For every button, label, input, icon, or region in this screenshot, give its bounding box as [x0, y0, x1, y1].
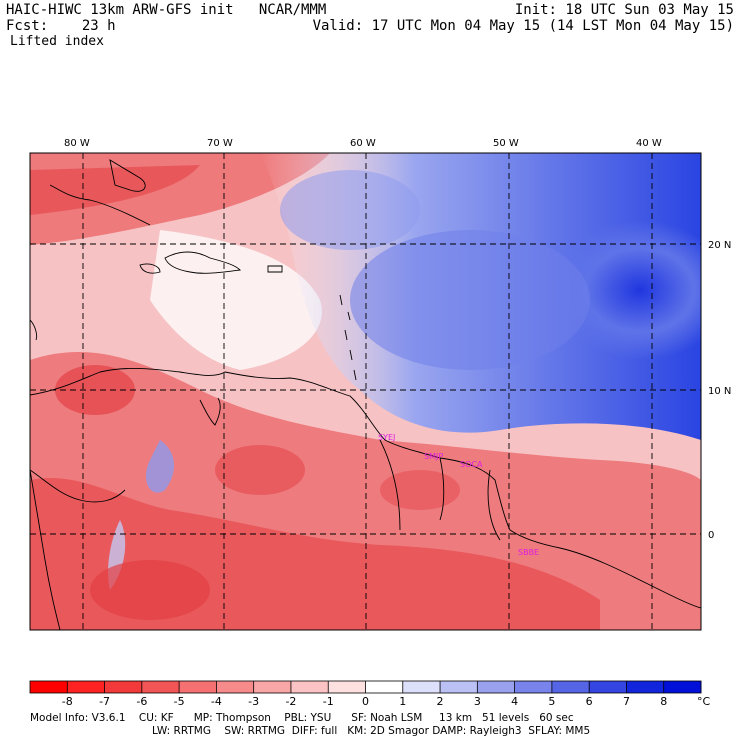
colorbar-tick-label: -7	[99, 695, 110, 708]
lon-label-60w: 60 W	[350, 138, 376, 149]
lat-label-0: 0	[708, 530, 714, 541]
lat-label-10n: 10 N	[708, 386, 731, 397]
station-label-sbbe: SBBE	[518, 548, 539, 557]
colorbar-swatch	[67, 681, 106, 693]
colorbar-tick-label: 4	[511, 695, 518, 708]
colorbar-unit: °C	[697, 695, 711, 708]
colorbar-tick-label: -1	[323, 695, 334, 708]
colorbar-tick-label: 3	[474, 695, 481, 708]
lon-label-70w: 70 W	[207, 138, 233, 149]
station-label-smjp: SMJP	[424, 452, 443, 461]
colorbar-swatch	[402, 681, 441, 693]
field-name: Lifted index	[10, 34, 104, 49]
colorbar-swatch	[551, 681, 590, 693]
lon-label-40w: 40 W	[636, 138, 662, 149]
colorbar-tick-label: 5	[548, 695, 555, 708]
colorbar-swatch	[440, 681, 478, 693]
colorbar-tick-label: 7	[623, 695, 630, 708]
colorbar-swatch	[30, 681, 68, 693]
colorbar-tick-label: -8	[62, 695, 73, 708]
colorbar-swatch	[663, 681, 702, 693]
colorbar-tick-label: 8	[660, 695, 667, 708]
colorbar-swatch	[328, 681, 366, 693]
coastlines	[30, 159, 701, 630]
colorbar-swatch	[290, 681, 329, 693]
colorbar-swatch	[253, 681, 292, 693]
colorbar-swatch	[365, 681, 404, 693]
init-time: Init: 18 UTC Sun 03 May 15	[514, 2, 734, 18]
colorbar-tick-label: 6	[586, 695, 593, 708]
lon-label-80w: 80 W	[64, 138, 90, 149]
colorbar-swatch	[626, 681, 665, 693]
physics-info-line: LW: RRTMG SW: RRTMG DIFF: full KM: 2D Sm…	[152, 725, 591, 737]
colorbar-swatch	[589, 681, 627, 693]
lon-label-50w: 50 W	[493, 138, 519, 149]
colorbar-swatch	[514, 681, 553, 693]
colorbar-tick-label: -6	[136, 695, 147, 708]
colorbar-swatch	[216, 681, 255, 693]
colorbar-swatch	[477, 681, 516, 693]
colorbar-tick-label: -5	[174, 695, 185, 708]
colorbar: -8 -7 -6 -5 -4 -3 -2 -1 0 1 2 3 4 5 6 7 8 °C	[29, 680, 711, 708]
lifted-index-field	[30, 153, 701, 630]
lat-label-20n: 20 N	[708, 240, 731, 251]
colorbar-tick-label: -3	[248, 695, 259, 708]
colorbar-tick-label: 0	[362, 695, 369, 708]
forecast-hour: Fcst: 23 h	[6, 18, 116, 34]
colorbar-swatch	[179, 681, 217, 693]
graticule	[30, 153, 701, 630]
colorbar-tick-label: -4	[211, 695, 222, 708]
valid-time: Valid: 17 UTC Mon 04 May 15 (14 LST Mon …	[312, 18, 734, 34]
model-info-line: Model Info: V3.6.1 CU: KF MP: Thompson P…	[30, 712, 574, 724]
colorbar-tick-label: -2	[285, 695, 296, 708]
colorbar-swatch	[141, 681, 180, 693]
colorbar-tick-label: 1	[399, 695, 406, 708]
model-title: HAIC-HIWC 13km ARW-GFS init NCAR/MMM	[6, 2, 327, 18]
colorbar-swatch	[104, 681, 143, 693]
station-label-syej: SYEJ	[378, 433, 395, 442]
station-label-soca: SOCA	[460, 460, 483, 469]
map-frame	[29, 152, 702, 631]
colorbar-tick-label: 2	[437, 695, 444, 708]
